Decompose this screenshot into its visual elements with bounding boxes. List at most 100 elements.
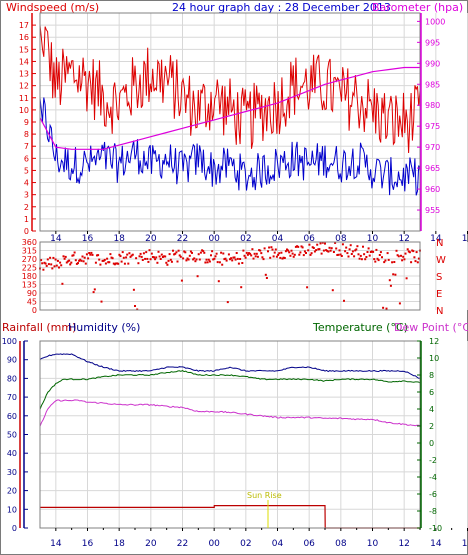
direction-point [346, 252, 349, 255]
direction-point [224, 257, 227, 260]
graph-date-title: 24 hour graph day : 28 December 2013 [172, 1, 391, 14]
wind-y-tick-label: 17 [19, 21, 29, 30]
direction-point [260, 252, 263, 255]
direction-point [206, 261, 209, 264]
direction-letter: E [436, 289, 442, 300]
direction-point [311, 246, 314, 249]
direction-point [93, 288, 96, 291]
direction-point [319, 242, 322, 245]
direction-point [197, 253, 200, 256]
direction-point [354, 249, 357, 252]
direction-point [312, 247, 315, 249]
barometer-y-tick-label: 980 [425, 101, 440, 110]
direction-point [373, 258, 376, 261]
direction-point [137, 262, 140, 265]
barometer-y-tick-label: 990 [425, 59, 440, 68]
direction-point [299, 251, 302, 254]
direction-point [62, 255, 65, 258]
direction-point [157, 250, 160, 253]
direction-point [320, 252, 323, 255]
direction-point [126, 253, 129, 256]
direction-point [189, 250, 192, 253]
direction-point [290, 249, 293, 252]
direction-point [42, 268, 45, 271]
direction-point [301, 246, 304, 249]
direction-point [154, 258, 157, 261]
lower-x-tick-label: 14 [430, 539, 442, 549]
direction-point [358, 257, 361, 260]
direction-point [139, 252, 142, 255]
direction-point [79, 258, 82, 261]
direction-point [65, 261, 68, 264]
direction-point [196, 275, 199, 278]
wind-grid [40, 13, 468, 232]
wind-y-tick-label: 1 [24, 215, 29, 224]
direction-point [43, 261, 46, 264]
direction-point [404, 252, 407, 255]
barometer-y-tick-label: 1000 [425, 17, 445, 26]
wind-y-tick-label: 8 [24, 130, 29, 139]
direction-point [227, 253, 230, 256]
direction-point [164, 255, 167, 258]
wind-y-tick-label: 13 [19, 70, 29, 79]
wind-x-tick-label: 20 [145, 234, 157, 244]
direction-point [134, 305, 136, 307]
direction-point [216, 261, 219, 264]
lower-x-tick-label: 06 [303, 539, 315, 549]
direction-point [72, 254, 75, 257]
direction-point [202, 250, 205, 253]
direction-point [287, 249, 290, 252]
direction-point [179, 255, 182, 258]
direction-point [302, 254, 305, 257]
direction-point [155, 256, 158, 259]
direction-point [145, 251, 148, 254]
direction-point [234, 258, 237, 261]
humidity-line [39, 353, 421, 379]
direction-point [104, 262, 107, 265]
direction-point [283, 257, 286, 259]
direction-point [204, 261, 207, 264]
direction-point [178, 254, 181, 257]
humidity-y-tick-label: 70 [7, 393, 17, 402]
direction-point [46, 258, 49, 261]
rainfall-label: Rainfall (mm) [2, 321, 76, 334]
direction-point [378, 254, 381, 256]
wind-gust-line [39, 25, 421, 154]
humidity-y-tick-label: 80 [7, 374, 17, 383]
direction-point [102, 259, 105, 262]
direction-point [232, 256, 235, 259]
direction-point [132, 288, 135, 291]
direction-point [415, 251, 418, 254]
temperature-y-tick-label: -6 [429, 490, 437, 499]
wind-series [39, 25, 421, 196]
direction-point [321, 241, 324, 244]
windspeed-label: Windspeed (m/s) [6, 1, 99, 14]
direction-point [109, 253, 112, 256]
direction-point [117, 262, 120, 265]
direction-point [91, 253, 94, 256]
wind-average-line [39, 97, 421, 196]
direction-y-tick-label: 315 [22, 247, 37, 256]
direction-point [331, 289, 334, 292]
humidity-y-tick-label: 20 [7, 487, 17, 496]
direction-point [344, 250, 347, 253]
wind-y-tick-label: 12 [19, 82, 29, 91]
direction-point [240, 286, 243, 289]
direction-point [175, 251, 178, 254]
direction-point [244, 256, 247, 259]
direction-point [90, 251, 93, 254]
direction-point [253, 252, 256, 255]
direction-point [388, 279, 391, 282]
direction-point [316, 243, 319, 246]
wind-x-tick-label: 16 [82, 234, 94, 244]
wind-x-tick-label: 18 [113, 234, 125, 244]
direction-point [349, 244, 352, 247]
direction-point [255, 252, 258, 255]
direction-point [222, 252, 225, 255]
direction-point [366, 251, 369, 253]
direction-point [394, 273, 397, 276]
humidity-y-tick-label: 50 [7, 431, 17, 440]
humidity-y-tick-label: 10 [7, 505, 17, 514]
lower-x-tick-label: 18 [113, 539, 125, 549]
direction-point [47, 263, 50, 266]
